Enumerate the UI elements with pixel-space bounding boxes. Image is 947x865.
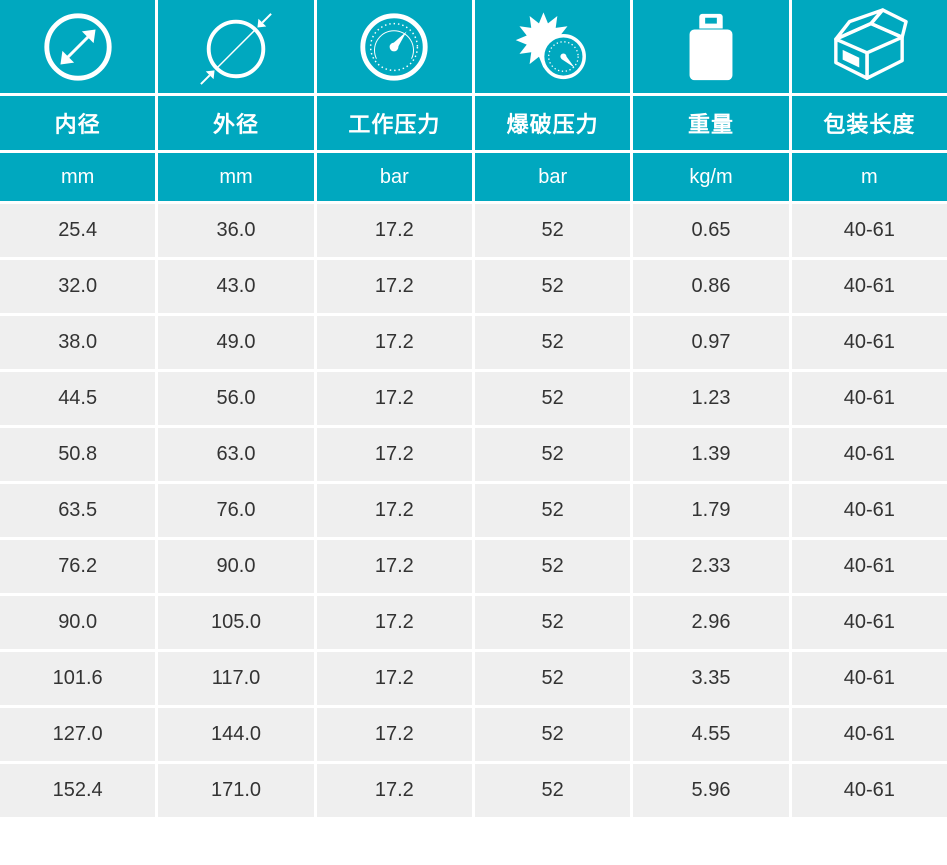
cell-package-length: 40-61 (791, 428, 947, 481)
cell-package-length: 40-61 (791, 764, 947, 817)
cell-weight: 4.55 (633, 708, 789, 761)
unit-working-pressure: bar (316, 153, 472, 201)
cell-inner-diameter: 101.6 (0, 652, 156, 705)
header-icon-cell (316, 0, 472, 93)
column-header-weight: 重量 (633, 96, 789, 150)
cell-weight: 1.79 (633, 484, 789, 537)
header-icon-cell (158, 0, 314, 93)
cell-outer-diameter: 144.0 (158, 708, 314, 761)
cell-package-length: 40-61 (791, 540, 947, 593)
cell-outer-diameter: 49.0 (158, 316, 314, 369)
cell-outer-diameter: 117.0 (158, 652, 314, 705)
cell-working-pressure: 17.2 (316, 652, 472, 705)
cell-inner-diameter: 76.2 (0, 540, 156, 593)
column-header-outer-diameter: 外径 (158, 96, 314, 150)
unit-outer-diameter: mm (158, 153, 314, 201)
cell-working-pressure: 17.2 (316, 708, 472, 761)
weight-icon (689, 13, 733, 80)
cell-weight: 5.96 (633, 764, 789, 817)
package-box-icon (834, 7, 909, 80)
cell-burst-pressure: 52 (474, 596, 631, 649)
inner-diameter-icon (44, 12, 112, 81)
cell-burst-pressure: 52 (474, 372, 631, 425)
header-icon-cell (0, 0, 156, 93)
cell-weight: 0.97 (633, 316, 789, 369)
cell-package-length: 40-61 (791, 596, 947, 649)
cell-package-length: 40-61 (791, 708, 947, 761)
unit-inner-diameter: mm (0, 153, 156, 201)
column-header-burst-pressure: 爆破压力 (474, 96, 631, 150)
cell-weight: 3.35 (633, 652, 789, 705)
cell-burst-pressure: 52 (474, 484, 631, 537)
cell-working-pressure: 17.2 (316, 372, 472, 425)
cell-inner-diameter: 90.0 (0, 596, 156, 649)
burst-pressure-icon (515, 11, 586, 79)
cell-working-pressure: 17.2 (316, 540, 472, 593)
cell-weight: 0.86 (633, 260, 789, 313)
outer-diameter-icon (200, 12, 272, 85)
cell-package-length: 40-61 (791, 204, 947, 257)
cell-inner-diameter: 32.0 (0, 260, 156, 313)
cell-outer-diameter: 63.0 (158, 428, 314, 481)
cell-working-pressure: 17.2 (316, 260, 472, 313)
cell-outer-diameter: 36.0 (158, 204, 314, 257)
cell-package-length: 40-61 (791, 372, 947, 425)
cell-outer-diameter: 56.0 (158, 372, 314, 425)
column-header-working-pressure: 工作压力 (316, 96, 472, 150)
cell-outer-diameter: 90.0 (158, 540, 314, 593)
cell-burst-pressure: 52 (474, 764, 631, 817)
cell-working-pressure: 17.2 (316, 316, 472, 369)
cell-inner-diameter: 50.8 (0, 428, 156, 481)
cell-inner-diameter: 127.0 (0, 708, 156, 761)
cell-burst-pressure: 52 (474, 204, 631, 257)
cell-burst-pressure: 52 (474, 428, 631, 481)
column-header-package-length: 包装长度 (791, 96, 947, 150)
cell-working-pressure: 17.2 (316, 428, 472, 481)
cell-inner-diameter: 152.4 (0, 764, 156, 817)
unit-burst-pressure: bar (474, 153, 631, 201)
spec-table: 内径 外径 工作压力 爆破压力 重量 包装长度 mm mm bar bar kg… (0, 0, 947, 817)
header-icon-cell (791, 0, 947, 93)
cell-outer-diameter: 76.0 (158, 484, 314, 537)
cell-working-pressure: 17.2 (316, 204, 472, 257)
cell-outer-diameter: 105.0 (158, 596, 314, 649)
cell-burst-pressure: 52 (474, 540, 631, 593)
cell-outer-diameter: 171.0 (158, 764, 314, 817)
cell-working-pressure: 17.2 (316, 596, 472, 649)
cell-package-length: 40-61 (791, 316, 947, 369)
cell-weight: 2.96 (633, 596, 789, 649)
cell-burst-pressure: 52 (474, 708, 631, 761)
unit-package-length: m (791, 153, 947, 201)
cell-weight: 1.23 (633, 372, 789, 425)
cell-inner-diameter: 63.5 (0, 484, 156, 537)
cell-package-length: 40-61 (791, 260, 947, 313)
cell-working-pressure: 17.2 (316, 764, 472, 817)
cell-working-pressure: 17.2 (316, 484, 472, 537)
column-header-inner-diameter: 内径 (0, 96, 156, 150)
cell-burst-pressure: 52 (474, 260, 631, 313)
cell-burst-pressure: 52 (474, 652, 631, 705)
cell-weight: 2.33 (633, 540, 789, 593)
header-icon-cell (474, 0, 631, 93)
cell-outer-diameter: 43.0 (158, 260, 314, 313)
cell-inner-diameter: 25.4 (0, 204, 156, 257)
cell-inner-diameter: 38.0 (0, 316, 156, 369)
cell-package-length: 40-61 (791, 652, 947, 705)
cell-weight: 0.65 (633, 204, 789, 257)
pressure-gauge-icon (360, 12, 428, 81)
cell-package-length: 40-61 (791, 484, 947, 537)
unit-weight: kg/m (633, 153, 789, 201)
cell-burst-pressure: 52 (474, 316, 631, 369)
header-icon-cell (633, 0, 789, 93)
cell-inner-diameter: 44.5 (0, 372, 156, 425)
cell-weight: 1.39 (633, 428, 789, 481)
